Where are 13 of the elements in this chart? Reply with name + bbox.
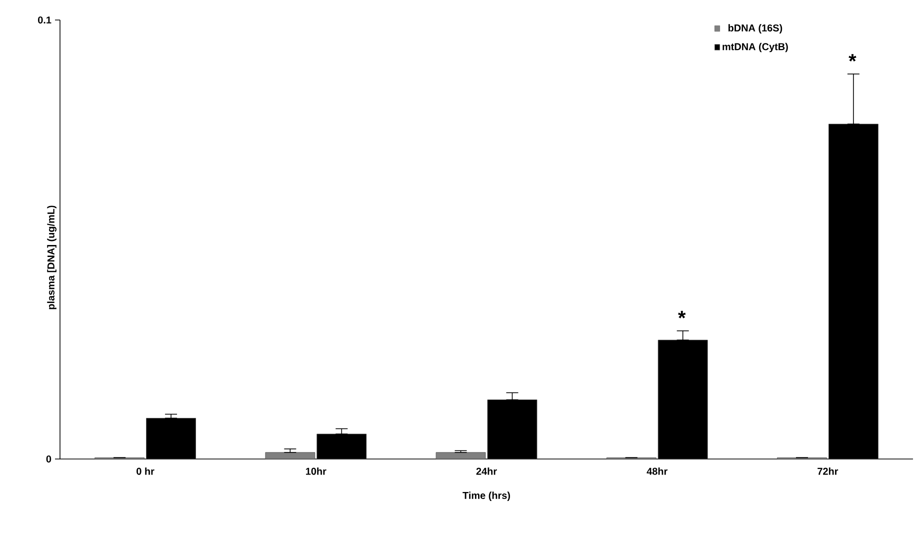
x-tick-label: 0 hr: [136, 468, 154, 475]
y-axis-title: plasma [DNA] (ug/mL): [47, 206, 56, 310]
legend-label: bDNA (16S): [728, 24, 782, 34]
x-tick-label: 10hr: [306, 468, 326, 475]
annotation: *: [678, 310, 686, 318]
x-tick-label: 48hr: [646, 468, 668, 475]
y-tick-label: 0.1: [38, 16, 52, 24]
x-axis-title: Time (hrs): [462, 492, 510, 501]
x-tick-label: 24hr: [476, 468, 497, 475]
x-tick-label: 72hr: [818, 468, 838, 475]
y-tick-label: 0: [46, 455, 52, 463]
annotation: *: [848, 54, 856, 62]
legend-label: mtDNA (CytB): [722, 42, 788, 52]
